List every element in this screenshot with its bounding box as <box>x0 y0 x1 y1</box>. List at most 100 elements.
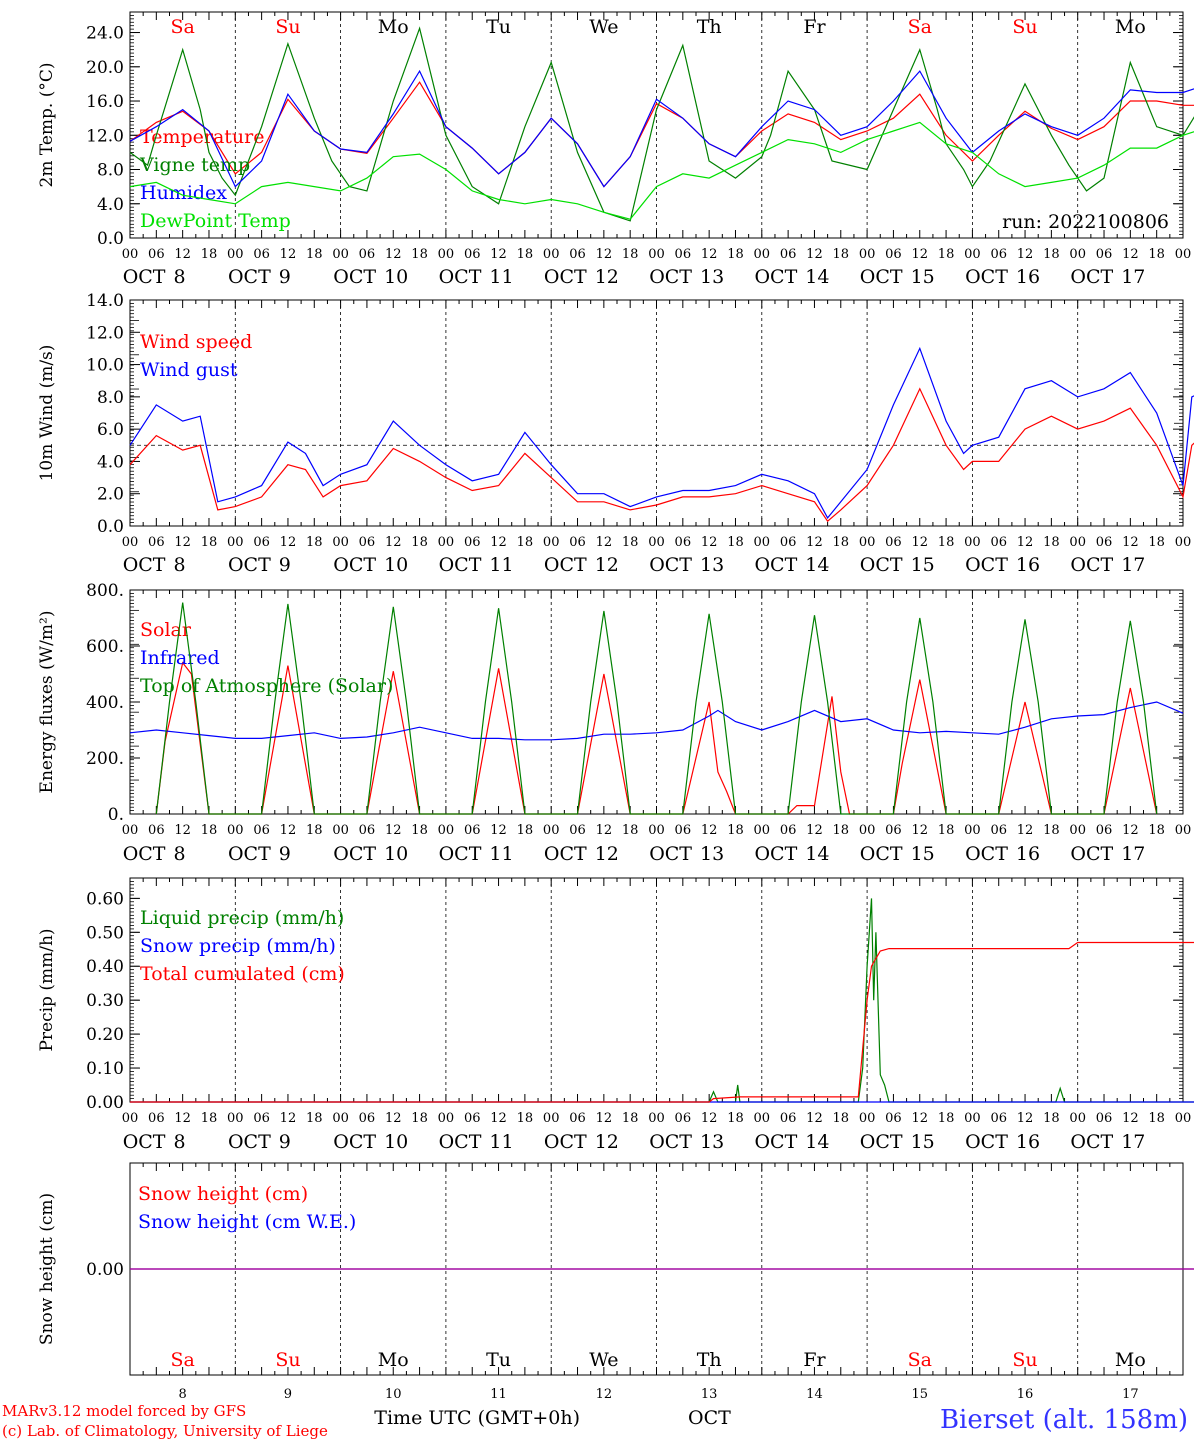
hour-label: 12 <box>385 823 402 838</box>
month-label: OCT <box>754 266 797 288</box>
date-label: 8 <box>173 554 185 576</box>
date-label: 11 <box>489 843 513 865</box>
hour-label: 00 <box>754 247 771 262</box>
hour-label: 06 <box>780 823 797 838</box>
legend-entry: Snow height (cm) <box>138 1183 308 1205</box>
legend-entry: Liquid precip (mm/h) <box>140 907 344 929</box>
hour-label: 00 <box>1069 823 1086 838</box>
month-label: OCT <box>754 1131 797 1153</box>
hour-label: 18 <box>411 535 428 550</box>
hour-label: 12 <box>280 247 297 262</box>
credit-line: MARv3.12 model forced by GFS <box>2 1402 246 1420</box>
hour-label: 00 <box>754 823 771 838</box>
date-label: 14 <box>805 266 829 288</box>
month-label: OCT <box>123 266 166 288</box>
date-label: 17 <box>1121 266 1145 288</box>
date-label: 13 <box>700 1131 724 1153</box>
y-tick-label: 4.0 <box>97 195 124 215</box>
hour-label: 12 <box>596 1111 613 1126</box>
weekday-label: Tu <box>486 1349 511 1371</box>
hour-label: 06 <box>885 1111 902 1126</box>
hour-label: 06 <box>464 1111 481 1126</box>
date-label: 9 <box>279 843 291 865</box>
hour-label: 18 <box>517 1111 534 1126</box>
legend-entry: Wind speed <box>140 331 252 353</box>
date-label: 15 <box>911 843 935 865</box>
date-label: 17 <box>1121 1131 1145 1153</box>
month-label: OCT <box>333 843 376 865</box>
hour-label: 12 <box>385 247 402 262</box>
hour-label: 18 <box>938 535 955 550</box>
y-tick-label: 6.0 <box>97 420 124 440</box>
hour-label: 06 <box>1096 247 1113 262</box>
month-label: OCT <box>228 843 271 865</box>
date-label: 11 <box>489 1131 513 1153</box>
date-label: 16 <box>1017 1387 1034 1402</box>
hour-label: 18 <box>201 535 218 550</box>
month-label: OCT <box>544 1131 587 1153</box>
hour-label: 12 <box>174 1111 191 1126</box>
legend-entry: Snow height (cm W.E.) <box>138 1211 356 1233</box>
hour-label: 18 <box>517 823 534 838</box>
y-tick-label: 400. <box>86 693 124 713</box>
hour-label: 18 <box>622 247 639 262</box>
hour-label: 06 <box>885 247 902 262</box>
date-label: 12 <box>596 1387 613 1402</box>
weekday-label: Su <box>1012 16 1037 38</box>
weekday-label: Mo <box>1115 1349 1146 1371</box>
hour-label: 00 <box>332 1111 349 1126</box>
month-label: OCT <box>544 554 587 576</box>
hour-label: 06 <box>675 1111 692 1126</box>
run-annotation: run: 2022100806 <box>1002 211 1169 233</box>
hour-label: 12 <box>1017 247 1034 262</box>
hour-label: 00 <box>438 535 455 550</box>
hour-label: 12 <box>596 823 613 838</box>
y-tick-label: 600. <box>86 637 124 657</box>
hour-label: 06 <box>990 1111 1007 1126</box>
legend-entry: Temperature <box>140 126 264 148</box>
hour-label: 18 <box>938 823 955 838</box>
hour-label: 12 <box>911 247 928 262</box>
hour-label: 00 <box>227 1111 244 1126</box>
date-label: 16 <box>1016 554 1040 576</box>
hour-label: 12 <box>1122 823 1139 838</box>
y-tick-label: 12.0 <box>86 323 124 343</box>
hour-label: 00 <box>1175 823 1192 838</box>
hour-label: 12 <box>806 247 823 262</box>
hour-label: 06 <box>359 247 376 262</box>
hour-label: 18 <box>1043 247 1060 262</box>
date-label: 15 <box>911 1131 935 1153</box>
hour-label: 00 <box>438 1111 455 1126</box>
hour-label: 00 <box>332 823 349 838</box>
date-label: 16 <box>1016 266 1040 288</box>
hour-label: 12 <box>596 247 613 262</box>
date-label: 8 <box>173 843 185 865</box>
hour-label: 00 <box>543 247 560 262</box>
hour-label: 06 <box>780 535 797 550</box>
hour-label: 06 <box>253 535 270 550</box>
hour-label: 00 <box>227 247 244 262</box>
hour-label: 12 <box>385 1111 402 1126</box>
hour-label: 00 <box>754 535 771 550</box>
x-axis-label: Time UTC (GMT+0h) <box>374 1407 580 1429</box>
date-label: 16 <box>1016 1131 1040 1153</box>
hour-label: 00 <box>648 247 665 262</box>
hour-label: 06 <box>148 823 165 838</box>
date-label: 9 <box>279 1131 291 1153</box>
hour-label: 00 <box>859 1111 876 1126</box>
hour-label: 00 <box>648 823 665 838</box>
hour-label: 12 <box>174 247 191 262</box>
weekday-label: Mo <box>378 16 409 38</box>
y-axis-label: 10m Wind (m/s) <box>37 345 57 482</box>
legend-entry: Top of Atmosphere (Solar) <box>140 675 393 697</box>
hour-label: 06 <box>253 823 270 838</box>
hour-label: 06 <box>675 823 692 838</box>
hour-label: 06 <box>1096 1111 1113 1126</box>
weekday-label: Su <box>1012 1349 1037 1371</box>
series-line-wind-gust <box>129 346 1194 519</box>
legend-entry: Solar <box>140 619 192 641</box>
weekday-label: Sa <box>170 1349 194 1371</box>
date-label: 15 <box>911 554 935 576</box>
hour-label: 12 <box>911 1111 928 1126</box>
hour-label: 12 <box>490 247 507 262</box>
